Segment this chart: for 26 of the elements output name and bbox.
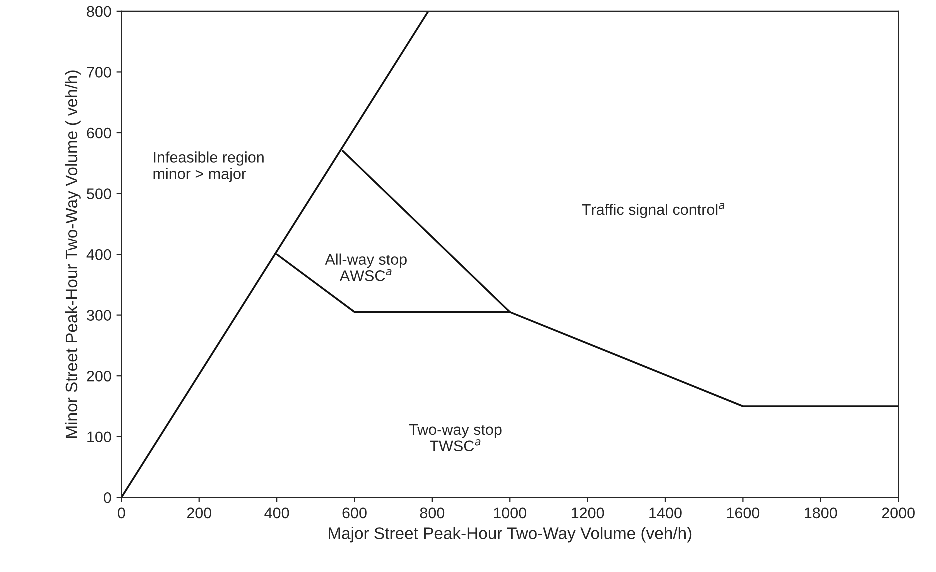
x-tick-label: 600 (342, 508, 367, 519)
x-tick-label: 2000 (882, 508, 915, 519)
x-tick-label: 0 (118, 508, 126, 519)
y-tick-label: 800 (87, 6, 112, 18)
y-tick-label: 500 (87, 188, 112, 200)
y-tick-label: 700 (87, 67, 112, 78)
y-tick-label: 0 (104, 492, 112, 504)
y-tick-label: 200 (87, 370, 112, 382)
y-tick-label: 300 (87, 310, 112, 321)
y-tick-label: 100 (88, 432, 112, 443)
x-tick-label: 1600 (727, 508, 760, 519)
annotation: All-way stop AWSC$^{a}$ (325, 254, 407, 282)
x-tick-label: 1000 (494, 508, 527, 519)
x-axis-title: Major Street Peak-Hour Two-Way Volume (veh/h) (329, 527, 692, 543)
annotation: Infeasible region minor > major (154, 152, 264, 182)
y-tick-label: 400 (86, 249, 112, 260)
x-tick-label: 1800 (805, 508, 838, 519)
y-tick-label: 600 (87, 128, 112, 139)
x-tick-label: 200 (187, 508, 212, 519)
x-tick-label: 1400 (650, 508, 682, 519)
y-axis-title: Minor Street Peak-Hour Two-Way Volume ( veh/h) (65, 70, 81, 438)
x-tick-label: 800 (420, 508, 445, 519)
annotation: Two-way stop TWSC$^{a}$ (409, 424, 502, 452)
x-tick-label: 1200 (572, 508, 604, 519)
x-tick-label: 400 (264, 508, 290, 519)
annotation: Traffic signal control$^{a}$ (582, 203, 725, 218)
